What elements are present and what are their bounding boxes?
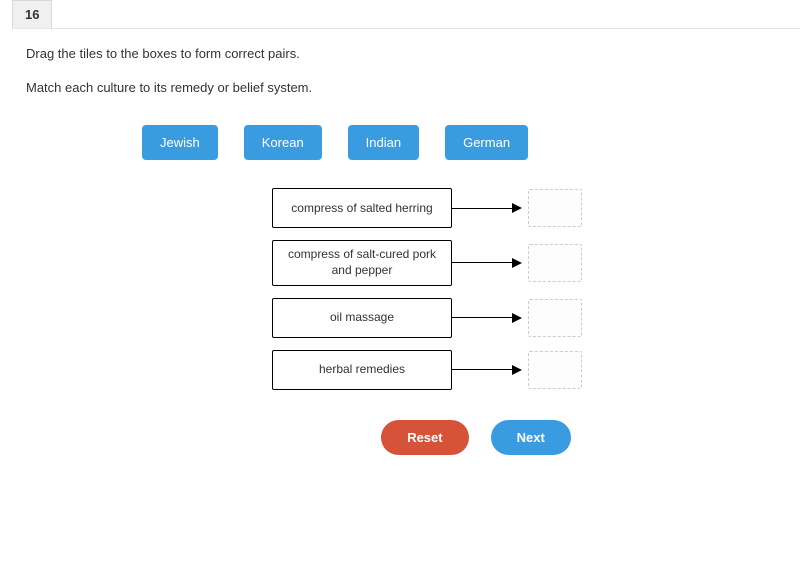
tile-indian[interactable]: Indian [348,125,419,160]
pairs-area: compress of salted herring compress of s… [12,188,800,389]
question-header: 16 [12,0,800,29]
pair-row: compress of salt-cured pork and pepper [272,240,800,285]
quiz-container: 16 Drag the tiles to the boxes to form c… [0,0,800,575]
pair-box-herbal: herbal remedies [272,350,452,390]
arrow-line [452,369,512,370]
tiles-row: Jewish Korean Indian German [12,125,800,160]
tile-jewish[interactable]: Jewish [142,125,218,160]
arrow-icon [452,203,522,213]
next-button[interactable]: Next [491,420,571,455]
pair-row: compress of salted herring [272,188,800,228]
pair-box-herring: compress of salted herring [272,188,452,228]
drop-zone[interactable] [528,351,582,389]
arrow-head-icon [512,258,522,268]
reset-button[interactable]: Reset [381,420,468,455]
pair-row: oil massage [272,298,800,338]
arrow-head-icon [512,203,522,213]
drop-zone[interactable] [528,299,582,337]
drop-zone[interactable] [528,244,582,282]
arrow-line [452,317,512,318]
instructions-text: Drag the tiles to the boxes to form corr… [12,45,800,63]
arrow-head-icon [512,313,522,323]
question-number: 16 [12,0,52,28]
arrow-line [452,208,512,209]
pair-row: herbal remedies [272,350,800,390]
arrow-icon [452,258,522,268]
arrow-icon [452,365,522,375]
arrow-line [452,262,512,263]
pair-box-oil: oil massage [272,298,452,338]
tile-german[interactable]: German [445,125,528,160]
buttons-row: Reset Next [12,420,800,455]
prompt-text: Match each culture to its remedy or beli… [12,79,800,97]
tile-korean[interactable]: Korean [244,125,322,160]
drop-zone[interactable] [528,189,582,227]
pair-box-pork: compress of salt-cured pork and pepper [272,240,452,285]
arrow-head-icon [512,365,522,375]
arrow-icon [452,313,522,323]
